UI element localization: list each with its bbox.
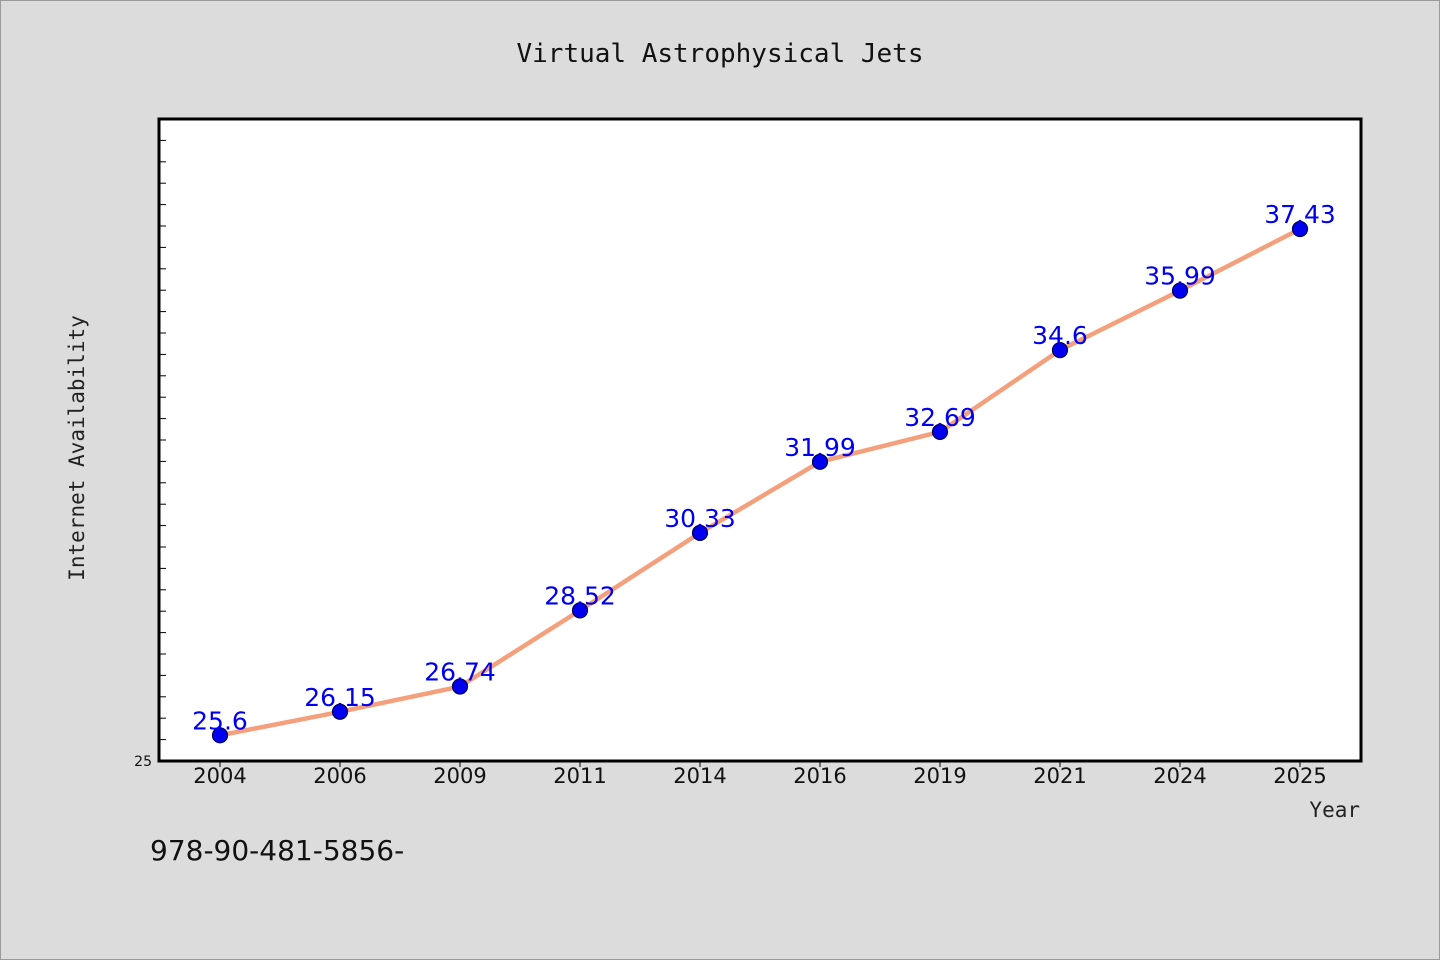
- data-label: 34.6: [1032, 321, 1088, 350]
- x-tick-label: 2004: [193, 764, 246, 788]
- x-tick-label: 2016: [793, 764, 846, 788]
- x-tick-label: 2006: [313, 764, 366, 788]
- data-label: 32.69: [904, 403, 976, 432]
- data-point: [571, 602, 589, 619]
- data-label: 26.74: [424, 658, 496, 687]
- data-label: 28.52: [544, 581, 616, 610]
- chart-title: Virtual Astrophysical Jets: [517, 39, 924, 69]
- data-label: 26.15: [304, 683, 376, 712]
- data-point: [451, 678, 469, 695]
- data-point: [931, 423, 949, 440]
- data-point: [211, 727, 229, 744]
- data-label: 30.33: [664, 504, 736, 533]
- x-tick-label: 2024: [1153, 764, 1206, 788]
- x-tick-label: 2019: [913, 764, 966, 788]
- data-point: [331, 703, 349, 720]
- y-tick-label: 25: [134, 754, 152, 770]
- x-tick-label: 2014: [673, 764, 726, 788]
- data-label: 35.99: [1144, 262, 1216, 291]
- x-tick-label: 2009: [433, 764, 486, 788]
- x-axis-ticks: 2004 2006 2009 2011 2014 2016 2019 2021 2024 2025: [193, 761, 1327, 788]
- x-tick-label: 2011: [553, 764, 606, 788]
- series-group: 25.6 26.15 26.74 28.52 30.33 31.99 32.69 34.6 35…: [192, 200, 1336, 744]
- data-label: 37.43: [1264, 200, 1336, 229]
- x-axis-label: Year: [1309, 798, 1360, 822]
- series-line: [219, 226, 1302, 738]
- data-label: 25.6: [192, 706, 248, 735]
- data-point: [1291, 220, 1309, 238]
- data-point: [1171, 282, 1189, 299]
- x-tick-label: 2021: [1033, 764, 1086, 788]
- footnote-text: 978-90-481-5856-: [150, 834, 405, 867]
- data-point: [691, 524, 709, 541]
- x-tick-label: 2025: [1273, 764, 1326, 788]
- y-axis-label: Internet Availability: [65, 315, 89, 581]
- data-label: 31.99: [784, 433, 856, 462]
- data-point: [811, 453, 829, 470]
- data-point: [1051, 342, 1069, 359]
- plot-area: [157, 117, 1363, 763]
- y-axis-ticks: 25: [134, 139, 166, 770]
